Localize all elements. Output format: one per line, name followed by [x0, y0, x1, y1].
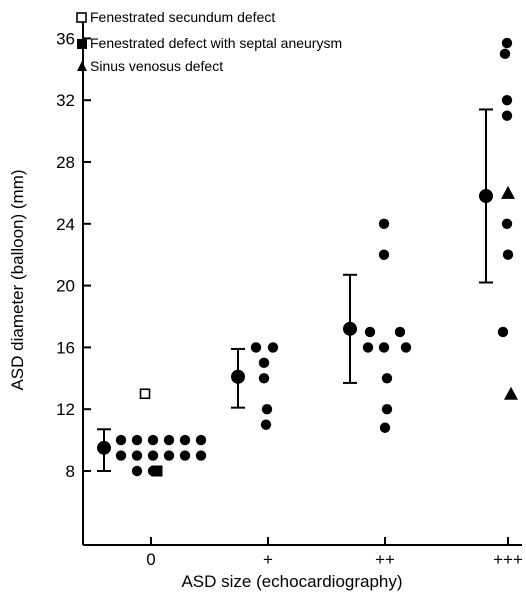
mean-point: [479, 188, 493, 203]
x-ticks: 0 + ++ +++: [146, 537, 523, 569]
data-point-plus-3-5: [260, 419, 272, 430]
data-point-0-0-6: [115, 450, 127, 461]
y-ticks: 8 12 16 20 24 28 32 36: [56, 29, 91, 481]
data-point-0-0-1: [131, 434, 143, 446]
y-axis-title: ASD diameter (balloon) (mm): [8, 169, 27, 390]
data-point-plusplusplus-5-1: [499, 48, 511, 60]
data-point-plus-3-1: [267, 342, 279, 353]
data-point-0-0-9: [163, 450, 175, 461]
data-point-plus-3-4: [261, 404, 273, 415]
data-point-plusplusplus-5-6: [497, 326, 509, 338]
error-bar-1: [231, 347, 245, 409]
data-point-plusplus-4-7: [381, 373, 393, 384]
data-point-plusplusplus-5-0: [501, 37, 513, 49]
legend: Fenestrated secundum defect Fenestrated …: [76, 9, 342, 74]
y-tick-label-36: 36: [56, 29, 75, 48]
error-bar-0: [97, 428, 111, 472]
data-point-0-0-5: [195, 434, 207, 446]
x-axis-title: ASD size (echocardiography): [181, 572, 402, 591]
data-point-0-0-2: [147, 434, 159, 446]
legend-marker-open-square: [76, 12, 87, 23]
data-point-0-0-12: [131, 465, 143, 477]
data-point-0-0-8: [147, 450, 159, 461]
data-point-plusplusplus-5-4: [501, 218, 513, 229]
data-point-plusplus-4-1: [378, 249, 390, 260]
data-point-plusplus-4-9: [379, 422, 391, 433]
data-point-plusplus-4-8: [381, 404, 393, 415]
legend-label-sinus-venosus: Sinus venosus defect: [90, 58, 223, 74]
data-point-0-0-11: [195, 450, 207, 461]
data-point-plus-3-3: [258, 373, 270, 384]
y-tick-label-12: 12: [56, 400, 75, 419]
y-tick-label-24: 24: [56, 215, 75, 234]
data-point-plusplus-4-0: [378, 218, 390, 229]
data-point-plusplus-4-6: [400, 342, 412, 353]
data-point-plusplusplus-6-1: [504, 386, 518, 400]
data-point-0-0-4: [179, 434, 191, 446]
data-point-0-2-0: [151, 465, 163, 477]
data-point-plusplusplus-5-2: [501, 95, 513, 106]
error-bar-3: [479, 108, 493, 284]
data-point-plusplus-4-2: [364, 326, 376, 338]
y-tick-label-8: 8: [66, 462, 75, 481]
data-point-plus-3-2: [258, 357, 270, 369]
data-point-plus-3-0: [250, 342, 262, 353]
error-bars: [97, 108, 493, 472]
data-point-plusplus-4-5: [378, 342, 390, 353]
x-tick-label-2: ++: [375, 550, 395, 569]
mean-point: [343, 321, 357, 336]
data-point-plusplusplus-5-3: [501, 110, 513, 121]
y-tick-label-28: 28: [56, 153, 75, 172]
data-point-0-0-3: [163, 434, 175, 446]
x-tick-label-1: +: [263, 550, 273, 569]
x-tick-label-3: +++: [493, 550, 523, 569]
data-point-plusplus-4-4: [362, 342, 374, 353]
legend-label-fenestrated-secundum: Fenestrated secundum defect: [90, 9, 275, 25]
data-point-plusplusplus-6-0: [501, 185, 515, 199]
mean-point: [97, 440, 111, 455]
data-point-0-0-10: [179, 450, 191, 461]
legend-label-septal-aneurysm: Fenestrated defect with septal aneurysm: [90, 35, 342, 51]
data-point-0-1-0: [139, 388, 151, 400]
legend-marker-filled-square: [77, 39, 87, 49]
y-tick-label-16: 16: [56, 338, 75, 357]
y-tick-label-32: 32: [56, 91, 75, 110]
x-tick-label-0: 0: [146, 550, 155, 569]
data-point-0-0-7: [131, 450, 143, 461]
error-bar-2: [343, 273, 357, 384]
axes: [82, 17, 522, 546]
legend-marker-triangle: [77, 61, 87, 71]
data-point-plusplusplus-5-5: [502, 249, 514, 260]
data-point-plusplus-4-3: [394, 326, 406, 338]
data-points: [115, 37, 518, 477]
data-point-0-0-0: [115, 434, 127, 446]
y-tick-label-20: 20: [56, 277, 75, 296]
mean-point: [231, 369, 245, 384]
